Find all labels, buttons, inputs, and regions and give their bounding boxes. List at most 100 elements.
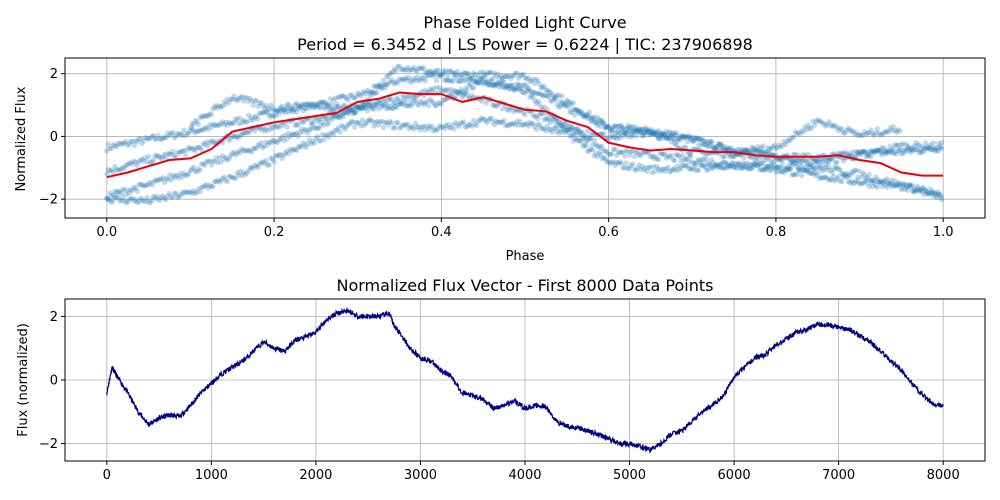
data-point	[187, 124, 194, 131]
data-point	[483, 79, 489, 85]
data-point	[173, 191, 179, 197]
data-point	[562, 121, 568, 127]
data-point	[528, 93, 535, 99]
data-point	[443, 96, 449, 102]
data-point	[403, 122, 409, 128]
data-point	[865, 180, 871, 186]
data-point	[297, 130, 303, 136]
data-point	[744, 147, 750, 153]
data-point	[284, 105, 290, 111]
data-point	[403, 75, 409, 81]
data-point	[117, 167, 123, 173]
data-point	[723, 165, 729, 171]
data-point	[461, 78, 467, 84]
data-point	[930, 140, 937, 146]
data-point	[237, 150, 243, 156]
data-point	[725, 146, 731, 152]
data-point	[379, 118, 385, 124]
data-point	[356, 92, 362, 98]
data-point	[643, 127, 649, 133]
data-point	[458, 86, 464, 93]
data-point	[570, 100, 576, 106]
data-point	[692, 163, 699, 169]
data-point	[625, 125, 631, 131]
data-point	[491, 83, 497, 89]
data-point	[535, 116, 541, 122]
data-point	[544, 115, 551, 121]
data-point	[905, 183, 911, 189]
data-point	[549, 129, 555, 135]
data-point	[739, 165, 745, 171]
data-point	[532, 114, 538, 120]
data-point	[533, 113, 539, 119]
data-point	[609, 159, 615, 165]
data-point	[863, 149, 869, 155]
data-point	[376, 99, 382, 105]
data-point	[184, 147, 190, 153]
data-point	[453, 93, 459, 99]
data-point	[176, 150, 182, 156]
data-point	[553, 125, 559, 131]
data-point	[308, 141, 314, 147]
chart1-subtitle: Period = 6.3452 d | LS Power = 0.6224 | …	[297, 35, 753, 54]
data-point	[626, 124, 633, 130]
data-point	[178, 170, 184, 176]
data-point	[290, 146, 296, 152]
data-point	[403, 97, 409, 103]
data-point	[392, 66, 398, 72]
data-point	[551, 125, 557, 131]
data-point	[281, 152, 287, 158]
data-point	[477, 76, 483, 82]
data-point	[789, 157, 795, 163]
data-point	[506, 86, 512, 92]
data-point	[329, 116, 335, 122]
data-point	[908, 146, 914, 152]
data-point	[442, 77, 448, 83]
data-point	[581, 135, 588, 141]
data-point	[437, 73, 443, 79]
data-point	[847, 172, 853, 179]
data-point	[856, 181, 863, 187]
data-point	[881, 149, 887, 155]
data-point	[590, 147, 596, 153]
data-point	[147, 136, 153, 142]
data-point	[195, 166, 202, 172]
data-point	[612, 130, 618, 136]
data-point	[260, 102, 266, 108]
data-point	[146, 153, 152, 160]
data-point	[374, 118, 380, 124]
data-point	[791, 151, 797, 157]
data-point	[731, 164, 737, 171]
data-point	[351, 124, 358, 130]
data-point	[932, 191, 938, 197]
data-point	[451, 71, 457, 77]
data-point	[459, 89, 465, 95]
data-point	[922, 187, 929, 193]
data-point	[916, 187, 922, 193]
data-point	[665, 135, 671, 141]
data-point	[638, 129, 644, 135]
data-point	[290, 107, 296, 113]
data-point	[639, 133, 646, 139]
data-point	[220, 175, 226, 181]
data-point	[345, 122, 351, 128]
data-point	[686, 133, 692, 139]
data-point	[504, 122, 510, 128]
data-point	[245, 148, 251, 154]
data-point	[175, 131, 181, 137]
data-point	[334, 127, 340, 133]
data-point	[837, 167, 843, 173]
data-point	[538, 104, 544, 110]
data-point	[318, 99, 324, 105]
data-point	[541, 93, 547, 99]
data-point	[567, 100, 573, 106]
data-point	[112, 163, 118, 170]
data-point	[395, 80, 401, 86]
data-point	[249, 164, 255, 170]
data-point	[726, 146, 732, 152]
data-point	[498, 81, 504, 87]
data-point	[501, 79, 507, 85]
data-point	[297, 103, 303, 109]
data-point	[276, 107, 282, 113]
data-point	[126, 160, 132, 166]
